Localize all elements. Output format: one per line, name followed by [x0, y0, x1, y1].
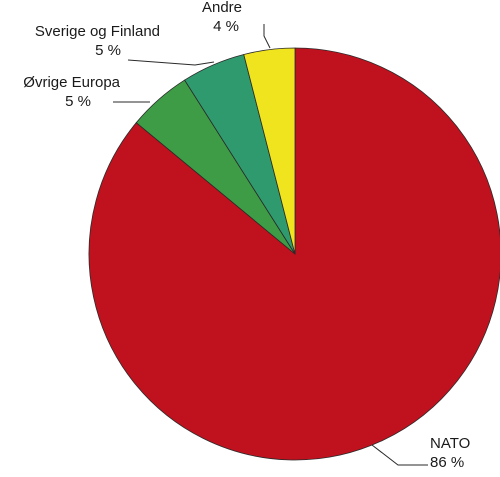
slice-value-label: 5 %: [95, 42, 121, 59]
slice-value-label: 86 %: [430, 454, 464, 471]
slice-value-label: 5 %: [65, 93, 91, 110]
slice-label: NATO: [430, 435, 470, 452]
leader-line: [263, 24, 271, 49]
slice-label: Øvrige Europa: [23, 74, 120, 91]
leader-line: [371, 444, 428, 466]
slice-label: Andre: [202, 0, 242, 16]
leader-line: [127, 59, 215, 66]
slice-value-label: 4 %: [213, 18, 239, 35]
slice-labels: NATO 86 % Øvrige Europa 5 % Sverige og Finla…: [23, 0, 470, 471]
slice-label: Sverige og Finland: [35, 23, 160, 40]
pie-slices: [88, 47, 500, 461]
pie-slice-andre: [243, 47, 296, 255]
